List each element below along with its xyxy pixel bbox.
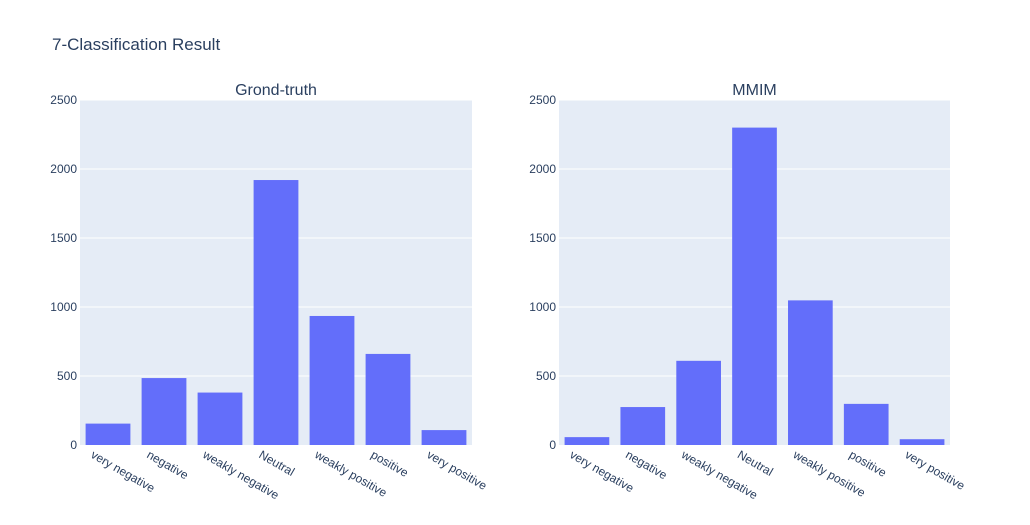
x-tick-label: negative — [145, 447, 192, 482]
x-tick-label: positive — [847, 447, 890, 480]
y-tick-label: 2000 — [50, 162, 77, 176]
bar-positive — [843, 403, 889, 445]
bar-weakly-positive — [309, 315, 355, 445]
y-tick-label: 2500 — [529, 93, 556, 107]
bar-weakly-negative — [676, 360, 721, 445]
x-tick-label: Neutral — [735, 447, 776, 478]
y-tick-label: 500 — [57, 369, 77, 383]
bar-weakly-negative — [197, 392, 243, 445]
x-tick-label: very positive — [425, 447, 490, 493]
bar-negative — [620, 407, 666, 445]
y-tick-label: 1500 — [529, 231, 556, 245]
bar-neutral — [732, 127, 777, 445]
bar-very-negative — [564, 437, 610, 445]
x-tick-label: positive — [369, 447, 412, 480]
y-tick-label: 1500 — [50, 231, 77, 245]
subplot-title: MMIM — [732, 82, 776, 99]
x-tick-label: very positive — [903, 447, 968, 493]
bar-neutral — [253, 180, 299, 446]
y-tick-label: 2000 — [529, 162, 556, 176]
x-tick-label: Neutral — [257, 447, 298, 478]
bar-weakly-positive — [788, 300, 833, 445]
y-tick-label: 0 — [70, 438, 77, 452]
bar-positive — [365, 353, 411, 445]
y-tick-label: 0 — [549, 438, 556, 452]
y-tick-label: 1000 — [50, 300, 77, 314]
x-tick-label: negative — [623, 447, 670, 482]
y-tick-label: 2500 — [50, 93, 77, 107]
bar-very-positive — [421, 430, 467, 445]
y-tick-label: 500 — [536, 369, 556, 383]
bar-very-negative — [85, 423, 131, 445]
bar-very-positive — [899, 439, 945, 445]
bar-negative — [141, 378, 187, 445]
y-tick-label: 1000 — [529, 300, 556, 314]
chart-title: 7-Classification Result — [52, 35, 220, 54]
subplot-title: Grond-truth — [235, 82, 317, 99]
